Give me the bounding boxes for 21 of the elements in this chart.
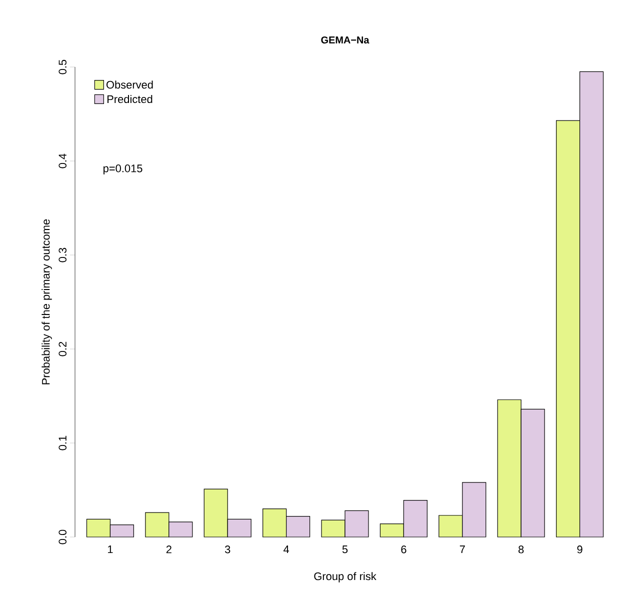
x-tick-label: 6 <box>401 546 406 554</box>
x-tick-label: 2 <box>166 546 172 554</box>
y-axis-title: Probability of the primary outcome <box>42 219 52 384</box>
chart-title: GEMA−Na <box>321 36 370 44</box>
y-tick-label: 0.4 <box>58 154 66 168</box>
annotation: p=0.015 <box>104 164 142 174</box>
y-tick-label: 0.2 <box>58 342 66 356</box>
y-tick-label: 0.1 <box>58 436 66 450</box>
y-tick-label: 0.0 <box>58 530 66 544</box>
y-tick-label: 0.3 <box>58 248 66 262</box>
legend-label: Observed <box>106 80 153 89</box>
x-tick-label: 8 <box>518 546 524 554</box>
y-tick-label: 0.5 <box>58 60 66 74</box>
x-tick-label: 4 <box>284 546 290 554</box>
x-tick-label: 7 <box>460 546 465 554</box>
x-tick-label: 9 <box>577 546 582 554</box>
x-axis-title: Group of risk <box>314 572 376 582</box>
x-tick-label: 3 <box>224 546 230 554</box>
legend-label: Predicted <box>107 95 152 104</box>
x-tick-label: 5 <box>342 546 348 554</box>
x-tick-label: 1 <box>108 546 113 554</box>
